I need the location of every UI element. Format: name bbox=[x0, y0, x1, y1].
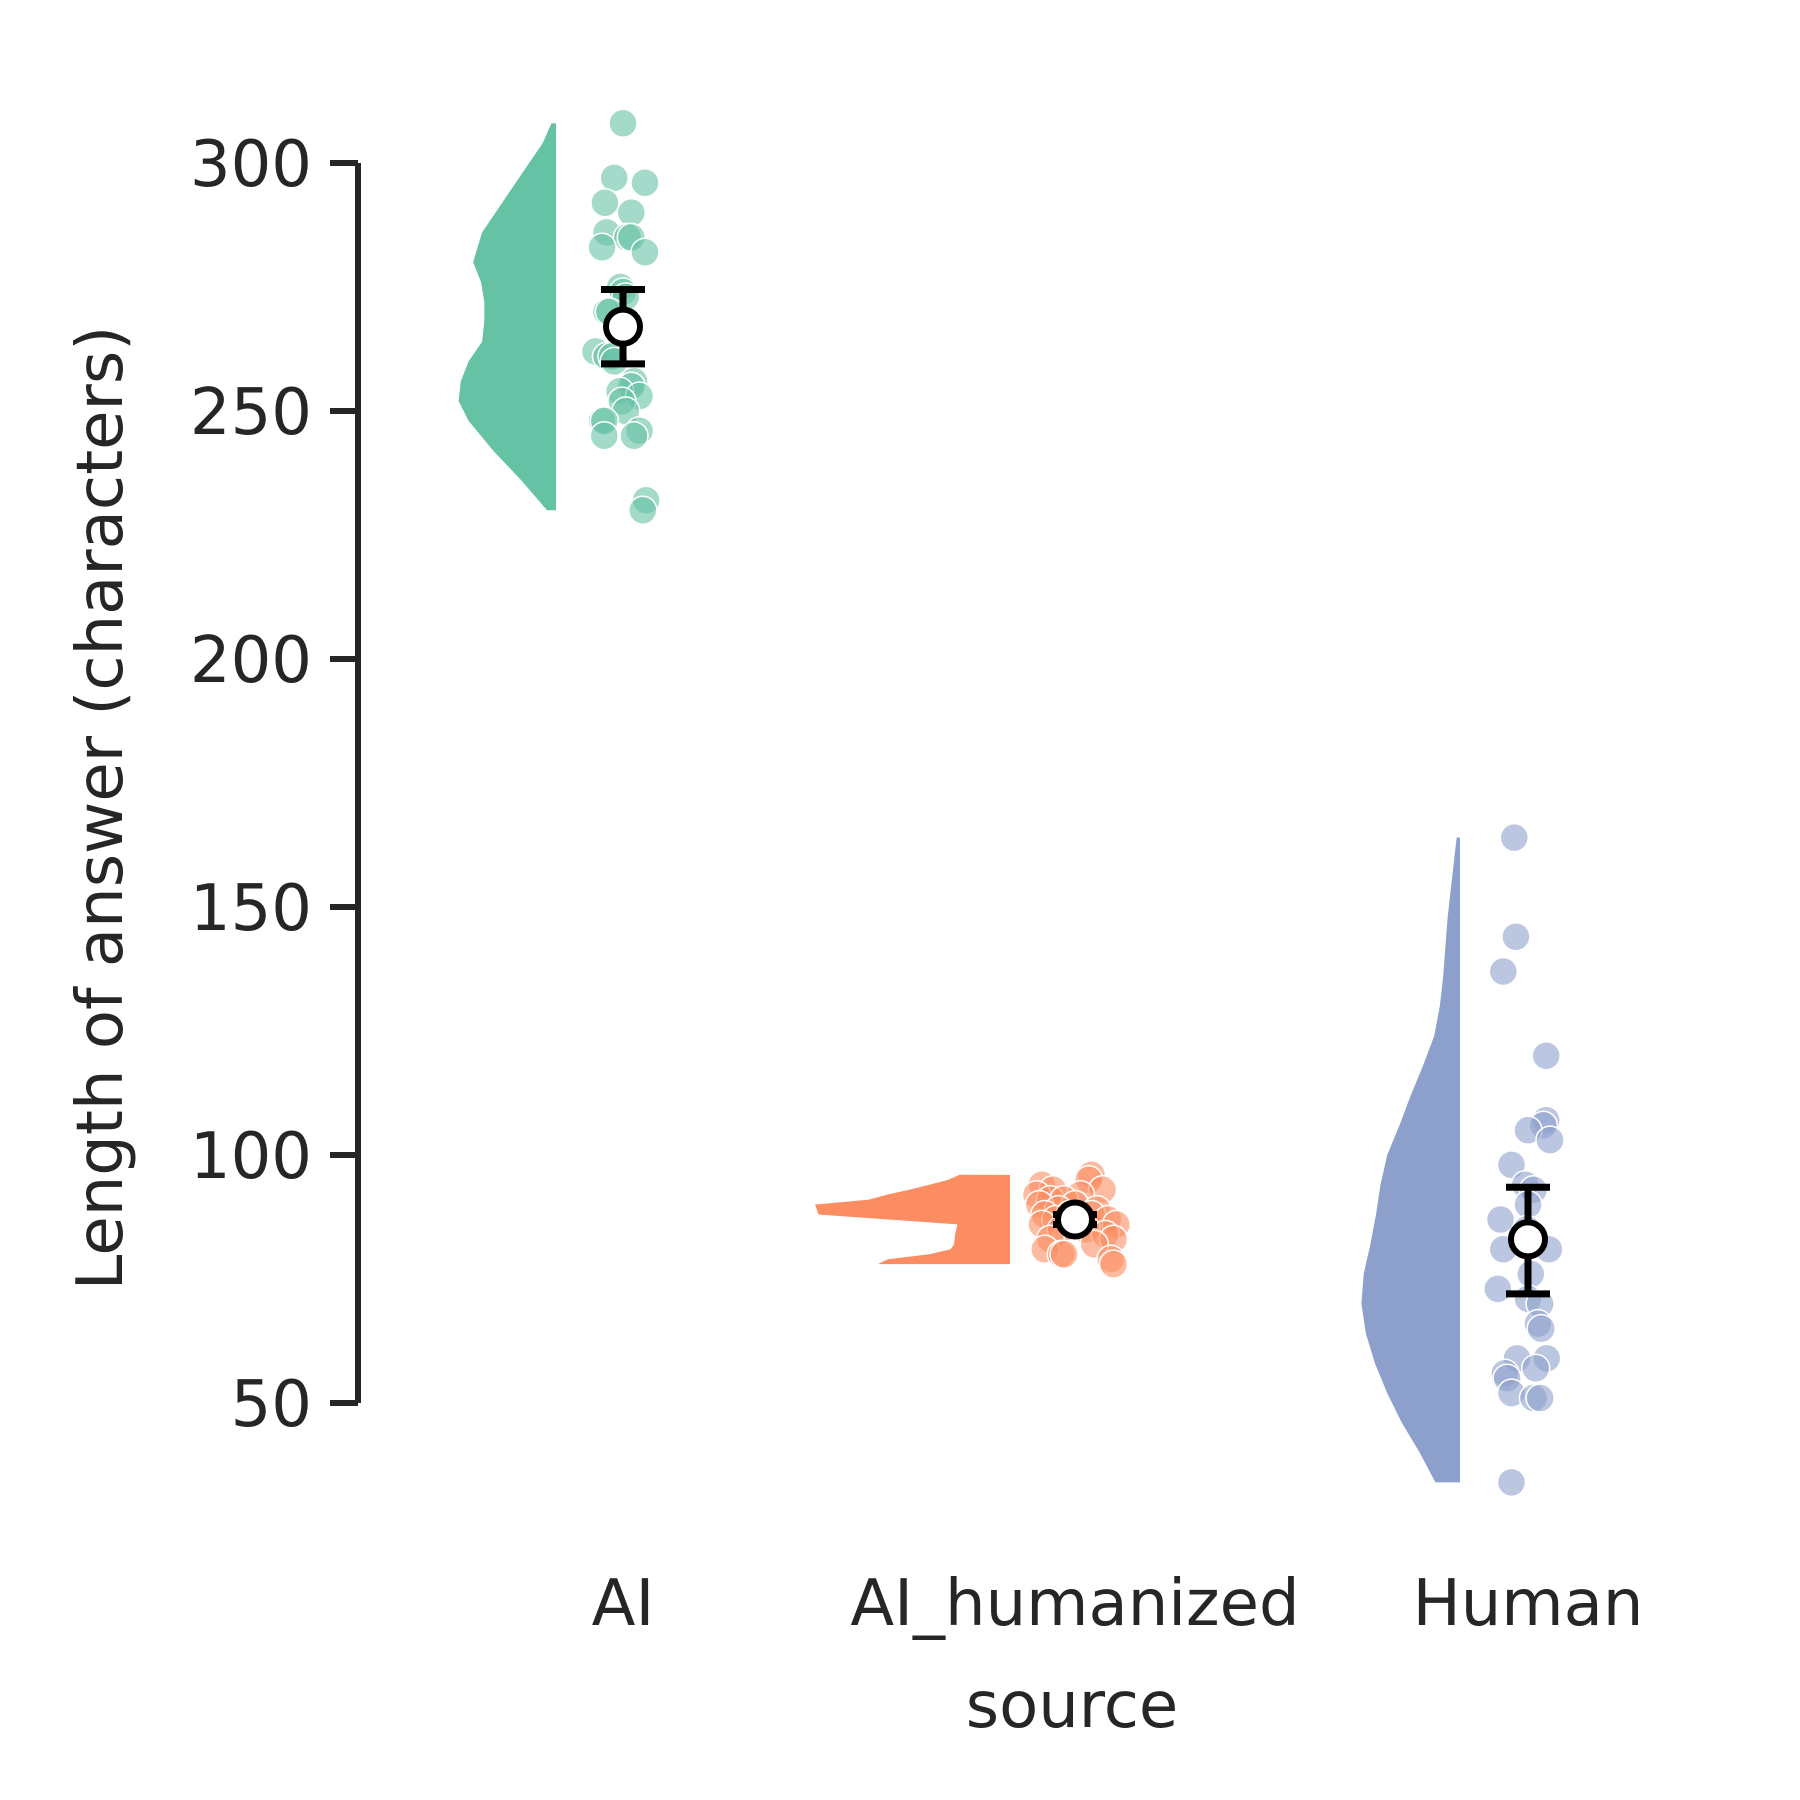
data-point bbox=[1499, 822, 1530, 853]
data-point bbox=[630, 168, 660, 198]
mean-markers bbox=[601, 285, 1550, 1298]
data-point bbox=[628, 495, 658, 525]
data-point bbox=[1520, 1353, 1551, 1384]
data-point bbox=[590, 187, 620, 218]
x-tick-label: AI bbox=[592, 1567, 655, 1641]
data-point bbox=[1531, 1041, 1561, 1071]
y-tick-label: 100 bbox=[190, 1120, 312, 1194]
y-axis-ticks: 50 100 150 200 250 300 bbox=[190, 128, 358, 1442]
x-tick-label: AI_humanized bbox=[850, 1567, 1299, 1641]
y-tick-label: 150 bbox=[190, 872, 312, 946]
density-cloud-ai bbox=[458, 123, 556, 511]
data-point bbox=[1483, 1274, 1513, 1304]
mean-marker bbox=[1508, 1219, 1548, 1260]
data-point bbox=[599, 163, 629, 193]
density-clouds bbox=[458, 123, 1460, 1483]
data-point bbox=[1526, 1313, 1556, 1344]
x-tick-label: Human bbox=[1413, 1567, 1644, 1641]
data-point bbox=[1501, 922, 1531, 952]
y-axis: 50 100 150 200 250 300 bbox=[190, 128, 361, 1442]
data-point bbox=[616, 197, 647, 228]
data-point bbox=[630, 237, 660, 268]
x-axis-label: source bbox=[966, 1669, 1179, 1743]
density-cloud-human bbox=[1361, 837, 1460, 1483]
x-axis-ticks: AI AI_humanized Human bbox=[592, 1567, 1644, 1641]
data-point bbox=[1525, 1383, 1555, 1413]
mean-marker bbox=[1055, 1199, 1095, 1240]
density-cloud-ai_humanized bbox=[815, 1174, 1010, 1265]
data-point bbox=[1535, 1125, 1565, 1155]
data-point bbox=[1098, 1249, 1129, 1279]
y-tick-label: 50 bbox=[231, 1368, 312, 1442]
mean-marker bbox=[603, 306, 643, 347]
y-tick-label: 250 bbox=[190, 376, 312, 450]
data-point bbox=[1488, 956, 1519, 987]
data-point bbox=[608, 108, 638, 139]
data-point bbox=[1485, 1204, 1516, 1235]
data-point bbox=[1496, 1467, 1527, 1498]
data-point bbox=[589, 421, 620, 451]
data-point bbox=[619, 421, 649, 451]
data-point bbox=[1049, 1239, 1079, 1269]
y-tick-label: 300 bbox=[190, 128, 312, 202]
y-tick-label: 200 bbox=[190, 624, 312, 698]
data-point bbox=[587, 232, 617, 263]
y-axis-label: Length of answer (characters) bbox=[64, 326, 138, 1290]
